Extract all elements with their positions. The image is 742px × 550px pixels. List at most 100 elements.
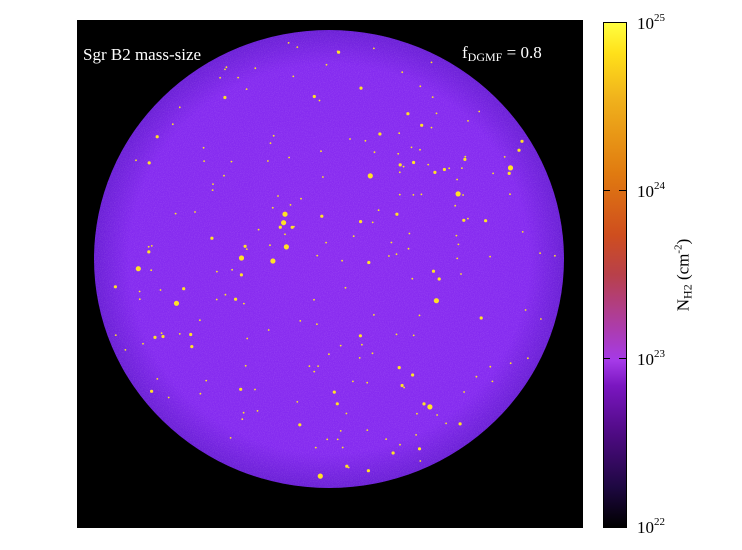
clump-point bbox=[256, 410, 259, 412]
clump-point bbox=[344, 286, 347, 289]
clump-point bbox=[296, 46, 299, 48]
clump-point bbox=[427, 163, 430, 166]
clump-point bbox=[178, 333, 181, 335]
clump-point bbox=[254, 388, 256, 391]
clump-point bbox=[431, 96, 434, 98]
clump-point bbox=[277, 195, 279, 197]
clump-point bbox=[492, 172, 494, 175]
clump-point bbox=[391, 451, 395, 455]
clump-point bbox=[215, 298, 218, 301]
clump-point bbox=[435, 112, 438, 115]
clump-point bbox=[539, 252, 541, 255]
clump-point bbox=[455, 191, 461, 197]
clump-point bbox=[411, 373, 415, 377]
map-title: Sgr B2 mass-size bbox=[83, 45, 202, 64]
clump-point bbox=[373, 151, 376, 154]
clump-point bbox=[398, 132, 401, 135]
clump-point bbox=[287, 42, 290, 44]
clump-point bbox=[336, 438, 339, 441]
clump-point bbox=[359, 86, 363, 90]
clump-point bbox=[412, 194, 415, 196]
clump-point bbox=[153, 335, 157, 339]
clump-point bbox=[332, 390, 336, 394]
clump-point bbox=[371, 352, 374, 355]
clump-point bbox=[138, 290, 141, 293]
clump-point bbox=[155, 135, 159, 139]
clump-point bbox=[234, 297, 238, 301]
tick-exponent: 22 bbox=[654, 516, 665, 528]
clump-point bbox=[527, 357, 529, 360]
clump-point bbox=[113, 285, 117, 289]
clump-point bbox=[520, 139, 524, 143]
clump-point bbox=[358, 357, 361, 359]
colorbar-tick-right-0 bbox=[619, 526, 626, 527]
clump-point bbox=[359, 220, 363, 224]
clump-point bbox=[339, 344, 342, 347]
colorbar-tick-label-0: 1022 bbox=[637, 516, 665, 537]
colorbar-label-subscript: H2 bbox=[680, 284, 695, 299]
clump-point bbox=[462, 194, 464, 196]
clump-point bbox=[199, 392, 202, 395]
clump-point bbox=[431, 269, 436, 273]
clump-point bbox=[270, 258, 276, 264]
clump-point bbox=[509, 193, 511, 196]
clump-point bbox=[467, 217, 469, 220]
clump-point bbox=[366, 429, 369, 431]
colorbar-label-close: ) bbox=[673, 238, 693, 245]
clump-point bbox=[460, 273, 462, 275]
clump-point bbox=[412, 160, 416, 165]
clump-point bbox=[408, 232, 411, 235]
clump-point bbox=[420, 193, 423, 196]
clump-point bbox=[202, 146, 205, 149]
clump-point bbox=[320, 214, 324, 218]
clump-point bbox=[290, 225, 294, 229]
clump-point bbox=[373, 314, 375, 316]
clump-point bbox=[403, 386, 405, 389]
clump-point bbox=[411, 277, 414, 280]
cloud-grain bbox=[94, 30, 564, 488]
dgmf-value: = 0.8 bbox=[506, 43, 542, 62]
clump-point bbox=[194, 211, 196, 213]
tick-base: 10 bbox=[637, 518, 654, 537]
clump-point bbox=[167, 396, 170, 399]
clump-point bbox=[114, 334, 117, 336]
clump-point bbox=[398, 171, 401, 174]
clump-point bbox=[554, 254, 556, 257]
colorbar-label: NH2 (cm-2) bbox=[673, 239, 696, 311]
clump-layer bbox=[113, 42, 556, 479]
clump-point bbox=[317, 365, 319, 367]
clump-point bbox=[373, 47, 375, 50]
tick-exponent: 23 bbox=[654, 348, 665, 360]
clump-point bbox=[352, 235, 355, 238]
clump-point bbox=[402, 165, 405, 168]
clump-point bbox=[345, 464, 349, 468]
clump-point bbox=[142, 342, 144, 345]
clump-point bbox=[199, 319, 201, 322]
clump-point bbox=[205, 379, 208, 382]
clump-point bbox=[397, 366, 401, 370]
clump-point bbox=[507, 171, 511, 175]
colorbar-tick-left-2 bbox=[603, 190, 610, 191]
clump-point bbox=[341, 446, 344, 449]
clump-point bbox=[210, 236, 214, 240]
clump-point bbox=[223, 95, 227, 100]
clump-point bbox=[189, 332, 193, 337]
clump-point bbox=[509, 362, 512, 365]
clump-point bbox=[420, 123, 424, 127]
clump-point bbox=[367, 173, 373, 179]
clump-point bbox=[242, 411, 245, 414]
clump-point bbox=[489, 255, 491, 258]
clump-point bbox=[436, 414, 438, 416]
clump-point bbox=[159, 289, 162, 291]
colorbar-tick-left-0 bbox=[603, 526, 610, 527]
clump-point bbox=[138, 298, 141, 301]
clump-point bbox=[341, 259, 343, 262]
clump-point bbox=[318, 99, 321, 102]
clump-point bbox=[366, 469, 370, 473]
clump-point bbox=[224, 68, 226, 71]
clump-point bbox=[407, 247, 410, 250]
clump-point bbox=[507, 165, 514, 171]
clump-point bbox=[427, 404, 433, 410]
clump-point bbox=[445, 422, 447, 425]
clump-point bbox=[320, 150, 322, 153]
